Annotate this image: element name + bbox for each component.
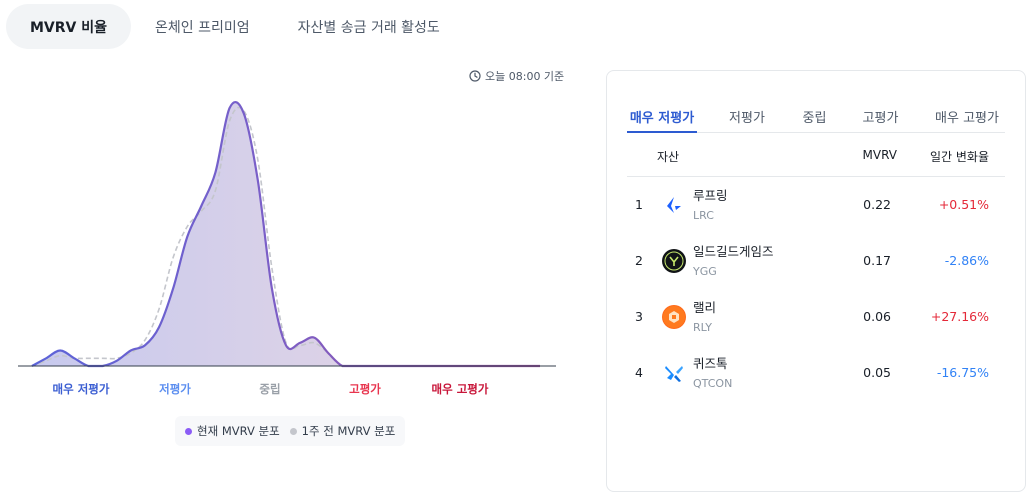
table-row[interactable]: 4 퀴즈톡 QTCON 0.05 -16.75% — [627, 345, 1005, 401]
clock-icon — [469, 70, 481, 82]
current-distribution-line — [31, 101, 540, 368]
legend-item-current: 현재 MVRV 분포 — [185, 423, 280, 439]
timestamp-label: 오늘 08:00 기준 — [485, 70, 565, 83]
valuation-tab-bar: 매우 저평가 저평가 중립 고평가 매우 고평가 — [627, 99, 1005, 133]
mvrv-value: 0.17 — [863, 253, 891, 268]
loopring-logo-icon — [662, 193, 686, 217]
asset-name: 퀴즈톡 — [693, 356, 728, 371]
quiztok-logo-icon — [662, 361, 686, 385]
tab-neutral[interactable]: 중립 — [802, 111, 827, 126]
prev-week-distribution-line — [31, 106, 540, 367]
row-rank: 4 — [635, 365, 643, 380]
mvrv-value: 0.22 — [863, 197, 891, 212]
legend-dot-prev — [289, 427, 297, 435]
asset-ticker: QTCON — [693, 377, 733, 390]
tab-onchain-premium[interactable]: 온체인 프리미엄 — [155, 19, 250, 36]
table-header: 자산 MVRV 일간 변화율 — [627, 133, 1005, 177]
top-tab-bar: MVRV 비율 온체인 프리미엄 자산별 송금 거래 활성도 — [6, 4, 464, 49]
tab-overvalued[interactable]: 고평가 — [862, 111, 899, 126]
tab-very-overvalued[interactable]: 매우 고평가 — [935, 111, 999, 126]
table-row[interactable]: 1 루프링 LRC 0.22 +0.51% — [627, 177, 1005, 233]
legend-dot-current — [185, 427, 192, 435]
asset-ticker: YGG — [693, 265, 717, 278]
column-header-mvrv[interactable]: MVRV — [862, 148, 897, 162]
current-distribution-area — [32, 102, 540, 366]
asset-name: 루프링 — [693, 188, 728, 203]
column-header-change[interactable]: 일간 변화율 — [929, 150, 989, 164]
asset-ticker: LRC — [693, 209, 714, 222]
table-row[interactable]: 3 랠리 RLY 0.06 +27.16% — [627, 289, 1005, 345]
tab-transfer-activity[interactable]: 자산별 송금 거래 활성도 — [297, 19, 440, 36]
row-rank: 2 — [635, 253, 643, 268]
tab-undervalued[interactable]: 저평가 — [729, 111, 765, 126]
table-row[interactable]: 2 일드길드게임즈 YGG 0.17 -2.86% — [627, 233, 1005, 289]
asset-name: 랠리 — [693, 300, 717, 315]
tab-mvrv-ratio[interactable]: MVRV 비율 — [6, 4, 132, 49]
daily-change: +27.16% — [930, 309, 989, 324]
row-rank: 3 — [635, 309, 643, 324]
zone-label-neutral: 중립 — [259, 382, 281, 396]
zone-label-undervalued: 저평가 — [159, 382, 191, 396]
tab-very-undervalued[interactable]: 매우 저평가 — [627, 99, 697, 133]
daily-change: -2.86% — [944, 253, 989, 268]
mvrv-distribution-chart — [18, 101, 556, 368]
asset-name: 일드길드게임즈 — [693, 244, 774, 259]
legend-label-prev: 1주 전 MVRV 분포 — [301, 424, 396, 438]
legend-item-prev: 1주 전 MVRV 분포 — [289, 423, 396, 439]
timestamp: 오늘 08:00 기준 — [469, 68, 564, 84]
legend-label-current: 현재 MVRV 분포 — [197, 424, 280, 438]
daily-change: +0.51% — [938, 197, 989, 212]
column-header-asset: 자산 — [657, 150, 680, 164]
daily-change: -16.75% — [936, 365, 989, 380]
mvrv-value: 0.05 — [863, 365, 891, 380]
row-rank: 1 — [635, 197, 643, 212]
rally-logo-icon — [662, 305, 686, 329]
asset-ranking-panel: 매우 저평가 저평가 중립 고평가 매우 고평가 자산 MVRV 일간 변화율 … — [606, 70, 1026, 492]
asset-ticker: RLY — [693, 321, 713, 334]
zone-label-overvalued: 고평가 — [349, 382, 381, 396]
mvrv-value: 0.06 — [863, 309, 891, 324]
chart-legend: 현재 MVRV 분포 1주 전 MVRV 분포 — [175, 416, 406, 446]
zone-label-very-overvalued: 매우 고평가 — [431, 382, 489, 396]
ygg-logo-icon — [662, 249, 686, 273]
zone-label-very-undervalued: 매우 저평가 — [52, 382, 110, 396]
